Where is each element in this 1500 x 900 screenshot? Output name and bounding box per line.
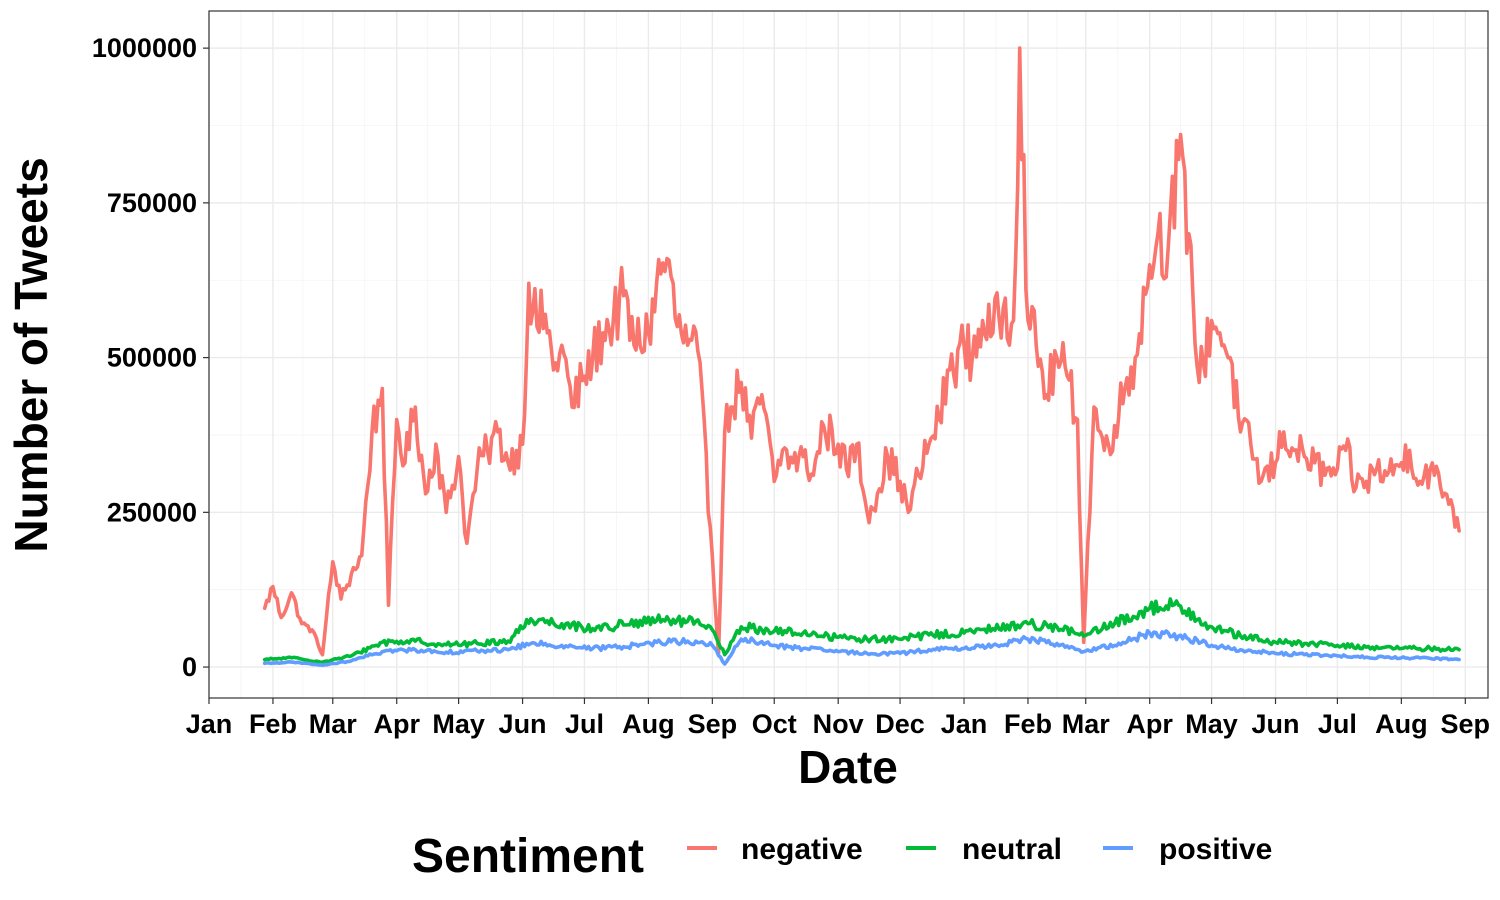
legend-item-neutral: neutral — [906, 833, 1062, 866]
x-tick-label: Sep — [1441, 709, 1491, 739]
legend: Sentiment negative neutral positive — [412, 830, 1272, 883]
y-tick-label: 500000 — [107, 343, 197, 373]
x-tick-label: Sep — [688, 709, 738, 739]
series-line-positive — [262, 628, 1461, 668]
x-tick-label: Mar — [309, 709, 358, 739]
x-axis-title: Date — [798, 741, 898, 793]
x-tick-label: Oct — [752, 709, 797, 739]
legend-label-positive: positive — [1159, 833, 1272, 866]
series-layer — [262, 46, 1461, 668]
y-axis-title: Number of Tweets — [5, 157, 57, 552]
x-tick-label: May — [432, 709, 485, 739]
y-axis: 0 250000 500000 750000 1000000 — [92, 33, 209, 682]
x-tick-label: Aug — [622, 709, 674, 739]
y-tick-label: 0 — [182, 652, 197, 682]
y-tick-label: 750000 — [107, 188, 197, 218]
x-tick-label: Jun — [499, 709, 547, 739]
x-tick-label: Feb — [1004, 709, 1052, 739]
x-tick-label: Jun — [1252, 709, 1300, 739]
x-tick-label: Nov — [813, 709, 864, 739]
plot-border — [208, 10, 1489, 699]
x-tick-label: Apr — [373, 709, 420, 739]
legend-item-negative: negative — [687, 833, 863, 866]
x-tick-label: Jul — [565, 709, 604, 739]
x-tick-label: Jan — [186, 709, 233, 739]
x-axis: Jan Feb Mar Apr May Jun Jul Aug Sep Oct Nov Dec Jan F… — [186, 698, 1490, 739]
x-tick-label: Mar — [1062, 709, 1111, 739]
x-tick-label: May — [1185, 709, 1238, 739]
y-tick-label: 250000 — [107, 497, 197, 527]
x-tick-label: Feb — [249, 709, 297, 739]
plot-background — [209, 11, 1488, 698]
x-tick-label: Jul — [1318, 709, 1357, 739]
series-line-neutral — [262, 597, 1461, 665]
x-tick-label: Jan — [941, 709, 988, 739]
x-tick-label: Apr — [1126, 709, 1173, 739]
legend-label-neutral: neutral — [962, 833, 1062, 866]
x-tick-label: Aug — [1375, 709, 1427, 739]
y-tick-label: 1000000 — [92, 33, 197, 63]
legend-item-positive: positive — [1103, 833, 1272, 866]
legend-title: Sentiment — [412, 830, 644, 883]
series-line-negative — [262, 46, 1461, 657]
x-tick-label: Dec — [875, 709, 925, 739]
legend-label-negative: negative — [741, 833, 863, 866]
